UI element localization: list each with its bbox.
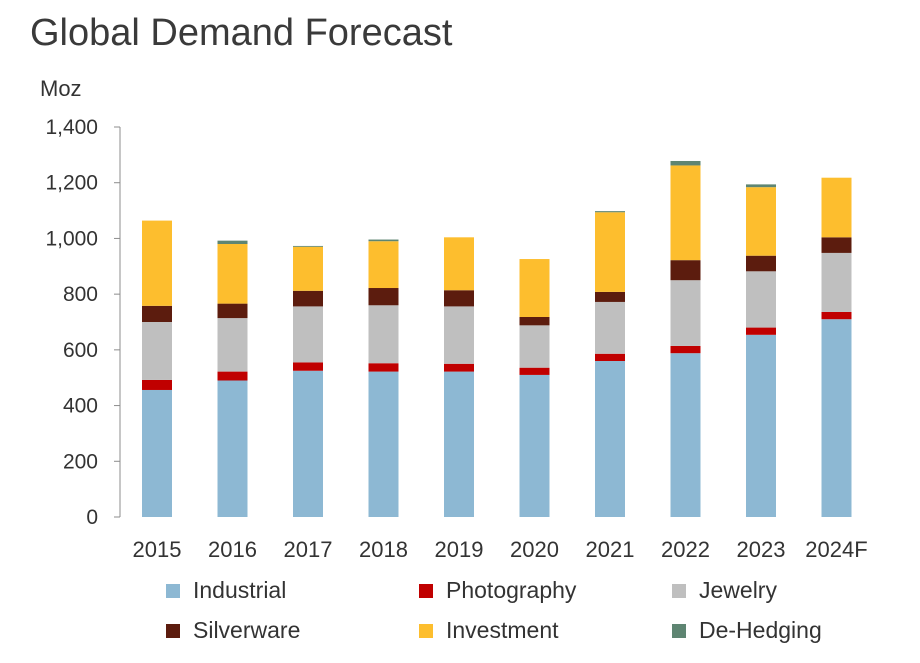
bar-industrial-2019 xyxy=(444,371,474,517)
y-tick-label: 800 xyxy=(63,283,98,306)
bar-de-hedging-2017 xyxy=(293,245,323,247)
bar-photography-2022 xyxy=(670,345,701,354)
bar-jewelry-2022 xyxy=(670,280,701,346)
bar-de-hedging-2016 xyxy=(217,240,248,244)
chart-title: Global Demand Forecast xyxy=(30,12,453,54)
bar-photography-2018 xyxy=(368,363,399,372)
legend-label-photography: Photography xyxy=(446,577,577,603)
bar-jewelry-2023 xyxy=(746,271,776,328)
bar-de-hedging-2022 xyxy=(670,160,701,166)
bar-silverware-2015 xyxy=(142,305,172,322)
legend-swatch-industrial xyxy=(166,583,180,598)
legend-item-investment: Investment xyxy=(419,617,559,644)
bar-de-hedging-2018 xyxy=(368,239,399,242)
bar-silverware-2024f xyxy=(821,237,852,253)
bar-industrial-2018 xyxy=(368,371,399,517)
x-tick-label: 2024F xyxy=(805,537,867,562)
legend-item-industrial: Industrial xyxy=(166,577,286,604)
bar-silverware-2016 xyxy=(217,303,248,319)
bar-jewelry-2019 xyxy=(444,306,474,364)
bar-jewelry-2018 xyxy=(368,305,399,364)
bar-silverware-2018 xyxy=(368,288,399,306)
legend-swatch-silverware xyxy=(166,623,180,638)
bar-industrial-2024f xyxy=(821,319,852,517)
bar-photography-2019 xyxy=(444,363,474,372)
legend-label-industrial: Industrial xyxy=(193,577,287,603)
y-tick-label: 1,200 xyxy=(45,172,98,195)
bar-silverware-2020 xyxy=(519,316,550,326)
bar-investment-2016 xyxy=(217,244,248,304)
bar-investment-2020 xyxy=(519,259,550,317)
bar-photography-2020 xyxy=(519,367,550,375)
bar-investment-2024f xyxy=(821,177,852,238)
bar-investment-2019 xyxy=(444,237,474,291)
axis-layer: 0 200 400 600 800 1,000 1,200 1,400 2015 2016 2017… xyxy=(45,116,867,562)
bar-industrial-2017 xyxy=(293,370,323,517)
bar-investment-2022 xyxy=(670,165,701,261)
bar-industrial-2021 xyxy=(595,361,625,517)
bar-industrial-2023 xyxy=(746,334,776,517)
bar-jewelry-2020 xyxy=(519,325,550,368)
bar-investment-2021 xyxy=(595,212,625,292)
legend-item-jewelry: Jewelry xyxy=(672,577,777,604)
bar-jewelry-2024f xyxy=(821,252,852,312)
bars-layer xyxy=(142,160,852,517)
legend-item-de-hedging: De-Hedging xyxy=(672,617,822,644)
bar-industrial-2022 xyxy=(670,353,701,517)
bar-photography-2024f xyxy=(821,311,852,320)
bar-de-hedging-2021 xyxy=(595,211,625,213)
x-tick-label: 2021 xyxy=(586,537,635,562)
legend-swatch-investment xyxy=(419,623,433,638)
legend-swatch-jewelry xyxy=(672,583,686,598)
legend-swatch-de-hedging xyxy=(672,623,686,638)
bar-photography-2021 xyxy=(595,353,625,361)
bar-industrial-2020 xyxy=(519,374,550,517)
legend-swatch-photography xyxy=(419,583,433,598)
bar-jewelry-2016 xyxy=(217,318,248,372)
bar-investment-2017 xyxy=(293,246,323,291)
x-tick-label: 2018 xyxy=(359,537,408,562)
bar-jewelry-2017 xyxy=(293,306,323,363)
legend-label-investment: Investment xyxy=(446,617,559,643)
x-tick-label: 2019 xyxy=(435,537,484,562)
bar-photography-2015 xyxy=(142,379,172,390)
y-tick-label: 200 xyxy=(63,450,98,473)
x-tick-label: 2016 xyxy=(208,537,257,562)
bar-investment-2023 xyxy=(746,187,776,256)
bar-investment-2018 xyxy=(368,241,399,289)
y-tick-label: 1,400 xyxy=(45,116,98,139)
bar-photography-2023 xyxy=(746,327,776,335)
legend-item-silverware: Silverware xyxy=(166,617,300,644)
bar-silverware-2023 xyxy=(746,255,776,272)
bar-silverware-2017 xyxy=(293,290,323,307)
x-tick-label: 2020 xyxy=(510,537,559,562)
x-tick-label: 2022 xyxy=(661,537,710,562)
bar-silverware-2019 xyxy=(444,290,474,307)
bar-silverware-2022 xyxy=(670,260,701,281)
bar-silverware-2021 xyxy=(595,291,625,302)
y-tick-label: 1,000 xyxy=(45,227,98,250)
x-tick-label: 2023 xyxy=(737,537,786,562)
legend-item-photography: Photography xyxy=(419,577,576,604)
y-axis-unit-label: Moz xyxy=(40,76,82,101)
legend-label-jewelry: Jewelry xyxy=(699,577,777,603)
bar-de-hedging-2023 xyxy=(746,184,776,188)
legend-label-silverware: Silverware xyxy=(193,617,301,643)
bar-jewelry-2015 xyxy=(142,322,172,380)
legend-label-de-hedging: De-Hedging xyxy=(699,617,822,643)
y-tick-label: 600 xyxy=(63,339,98,362)
bar-photography-2017 xyxy=(293,362,323,371)
y-tick-label: 400 xyxy=(63,395,98,418)
y-tick-label: 0 xyxy=(86,506,98,529)
bar-industrial-2016 xyxy=(217,380,248,517)
x-tick-label: 2015 xyxy=(133,537,182,562)
bar-jewelry-2021 xyxy=(595,301,625,354)
bar-investment-2015 xyxy=(142,220,172,306)
bar-industrial-2015 xyxy=(142,389,172,517)
x-tick-label: 2017 xyxy=(284,537,333,562)
bar-photography-2016 xyxy=(217,371,248,381)
